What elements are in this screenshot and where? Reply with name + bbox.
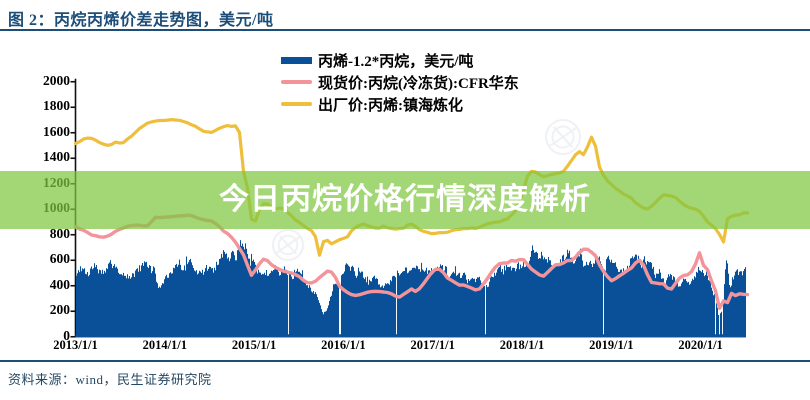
x-tick-label: 2016/1/1 <box>321 338 366 352</box>
y-tick-label: 1400 <box>43 149 70 165</box>
legend-item: 丙烯-1.2*丙烷，美元/吨 <box>281 49 519 71</box>
legend-label: 现货价:丙烷(冷冻货):CFR华东 <box>318 75 519 92</box>
legend-label: 出厂价:丙烯:镇海炼化 <box>318 97 463 114</box>
x-tick-label: 2019/1/1 <box>589 338 634 352</box>
x-tick-label: 2020/1/1 <box>678 338 723 352</box>
figure-title: 图 2：丙烷丙烯价差走势图，美元/吨 <box>8 12 274 29</box>
x-tick-label: 2013/1/1 <box>53 338 98 352</box>
x-tick-label: 2014/1/1 <box>142 338 188 352</box>
x-tick-label: 2017/1/1 <box>410 338 455 352</box>
y-tick-label: 600 <box>49 251 70 267</box>
title-rule <box>0 29 810 31</box>
y-tick-label: 1600 <box>43 123 70 139</box>
y-tick-label: 1800 <box>43 98 70 114</box>
watermark-stamp <box>545 119 581 155</box>
legend-swatch-bar <box>281 56 312 64</box>
legend-item: 现货价:丙烷(冷冻货):CFR华东 <box>281 71 519 93</box>
legend-label: 丙烯-1.2*丙烷，美元/吨 <box>318 53 474 70</box>
legend-item: 出厂价:丙烯:镇海炼化 <box>281 93 519 115</box>
y-tick-label: 0 <box>63 327 70 343</box>
y-tick-label: 800 <box>49 225 70 241</box>
overlay-headline: 今日丙烷价格行情深度解析 <box>219 183 591 216</box>
bars-series <box>75 240 747 337</box>
highlight-band <box>0 171 810 229</box>
source-note: 资料来源：wind，民生证券研究院 <box>8 372 212 387</box>
footer-rule <box>0 360 810 362</box>
y-tick-label: 200 <box>49 302 70 318</box>
watermark-stamp <box>272 229 304 261</box>
x-tick-label: 2018/1/1 <box>499 338 545 352</box>
legend-swatch-line <box>281 80 312 84</box>
legend-swatch-line <box>281 102 312 106</box>
x-tick-label: 2015/1/1 <box>231 338 277 352</box>
bars-baseline <box>75 334 746 338</box>
chart-legend: 丙烯-1.2*丙烷，美元/吨现货价:丙烷(冷冻货):CFR华东 出厂价:丙烯:镇海… <box>281 49 519 115</box>
y-tick-label: 400 <box>49 276 70 292</box>
y-tick-label: 2000 <box>43 72 70 88</box>
